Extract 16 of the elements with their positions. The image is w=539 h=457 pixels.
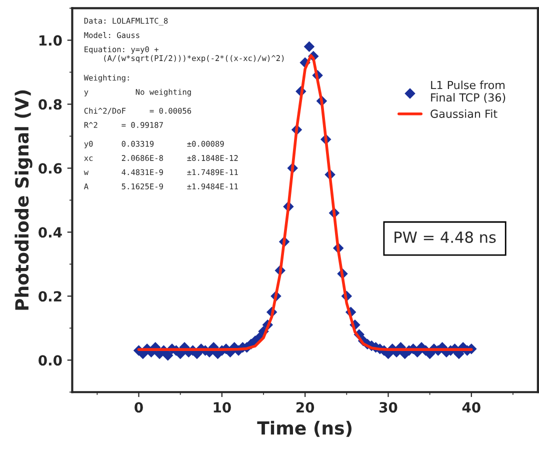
x-tick-label: 20 bbox=[296, 402, 314, 413]
x-axis-title: Time (ns) bbox=[257, 420, 352, 437]
y-tick-label: 0.6 bbox=[38, 163, 62, 174]
y-axis-title: Photodiode Signal (V) bbox=[14, 90, 32, 310]
x-tick-label: 10 bbox=[214, 402, 231, 413]
y-tick-label: 0.2 bbox=[38, 291, 62, 302]
annotation: PW = 4.48 ns bbox=[394, 231, 496, 243]
x-tick-label: 0 bbox=[134, 402, 143, 413]
x-tick-label: 30 bbox=[380, 402, 398, 413]
y-tick-label: 0.8 bbox=[38, 99, 62, 110]
legend-label: Gaussian Fit bbox=[430, 109, 498, 118]
y-tick-label: 0.0 bbox=[38, 355, 62, 366]
y-tick-label: 0.4 bbox=[38, 227, 62, 238]
x-tick-label: 40 bbox=[462, 402, 480, 413]
y-tick-label: 1.0 bbox=[39, 35, 62, 46]
legend-label: L1 Pulse from Final TCP (36) bbox=[431, 80, 506, 103]
